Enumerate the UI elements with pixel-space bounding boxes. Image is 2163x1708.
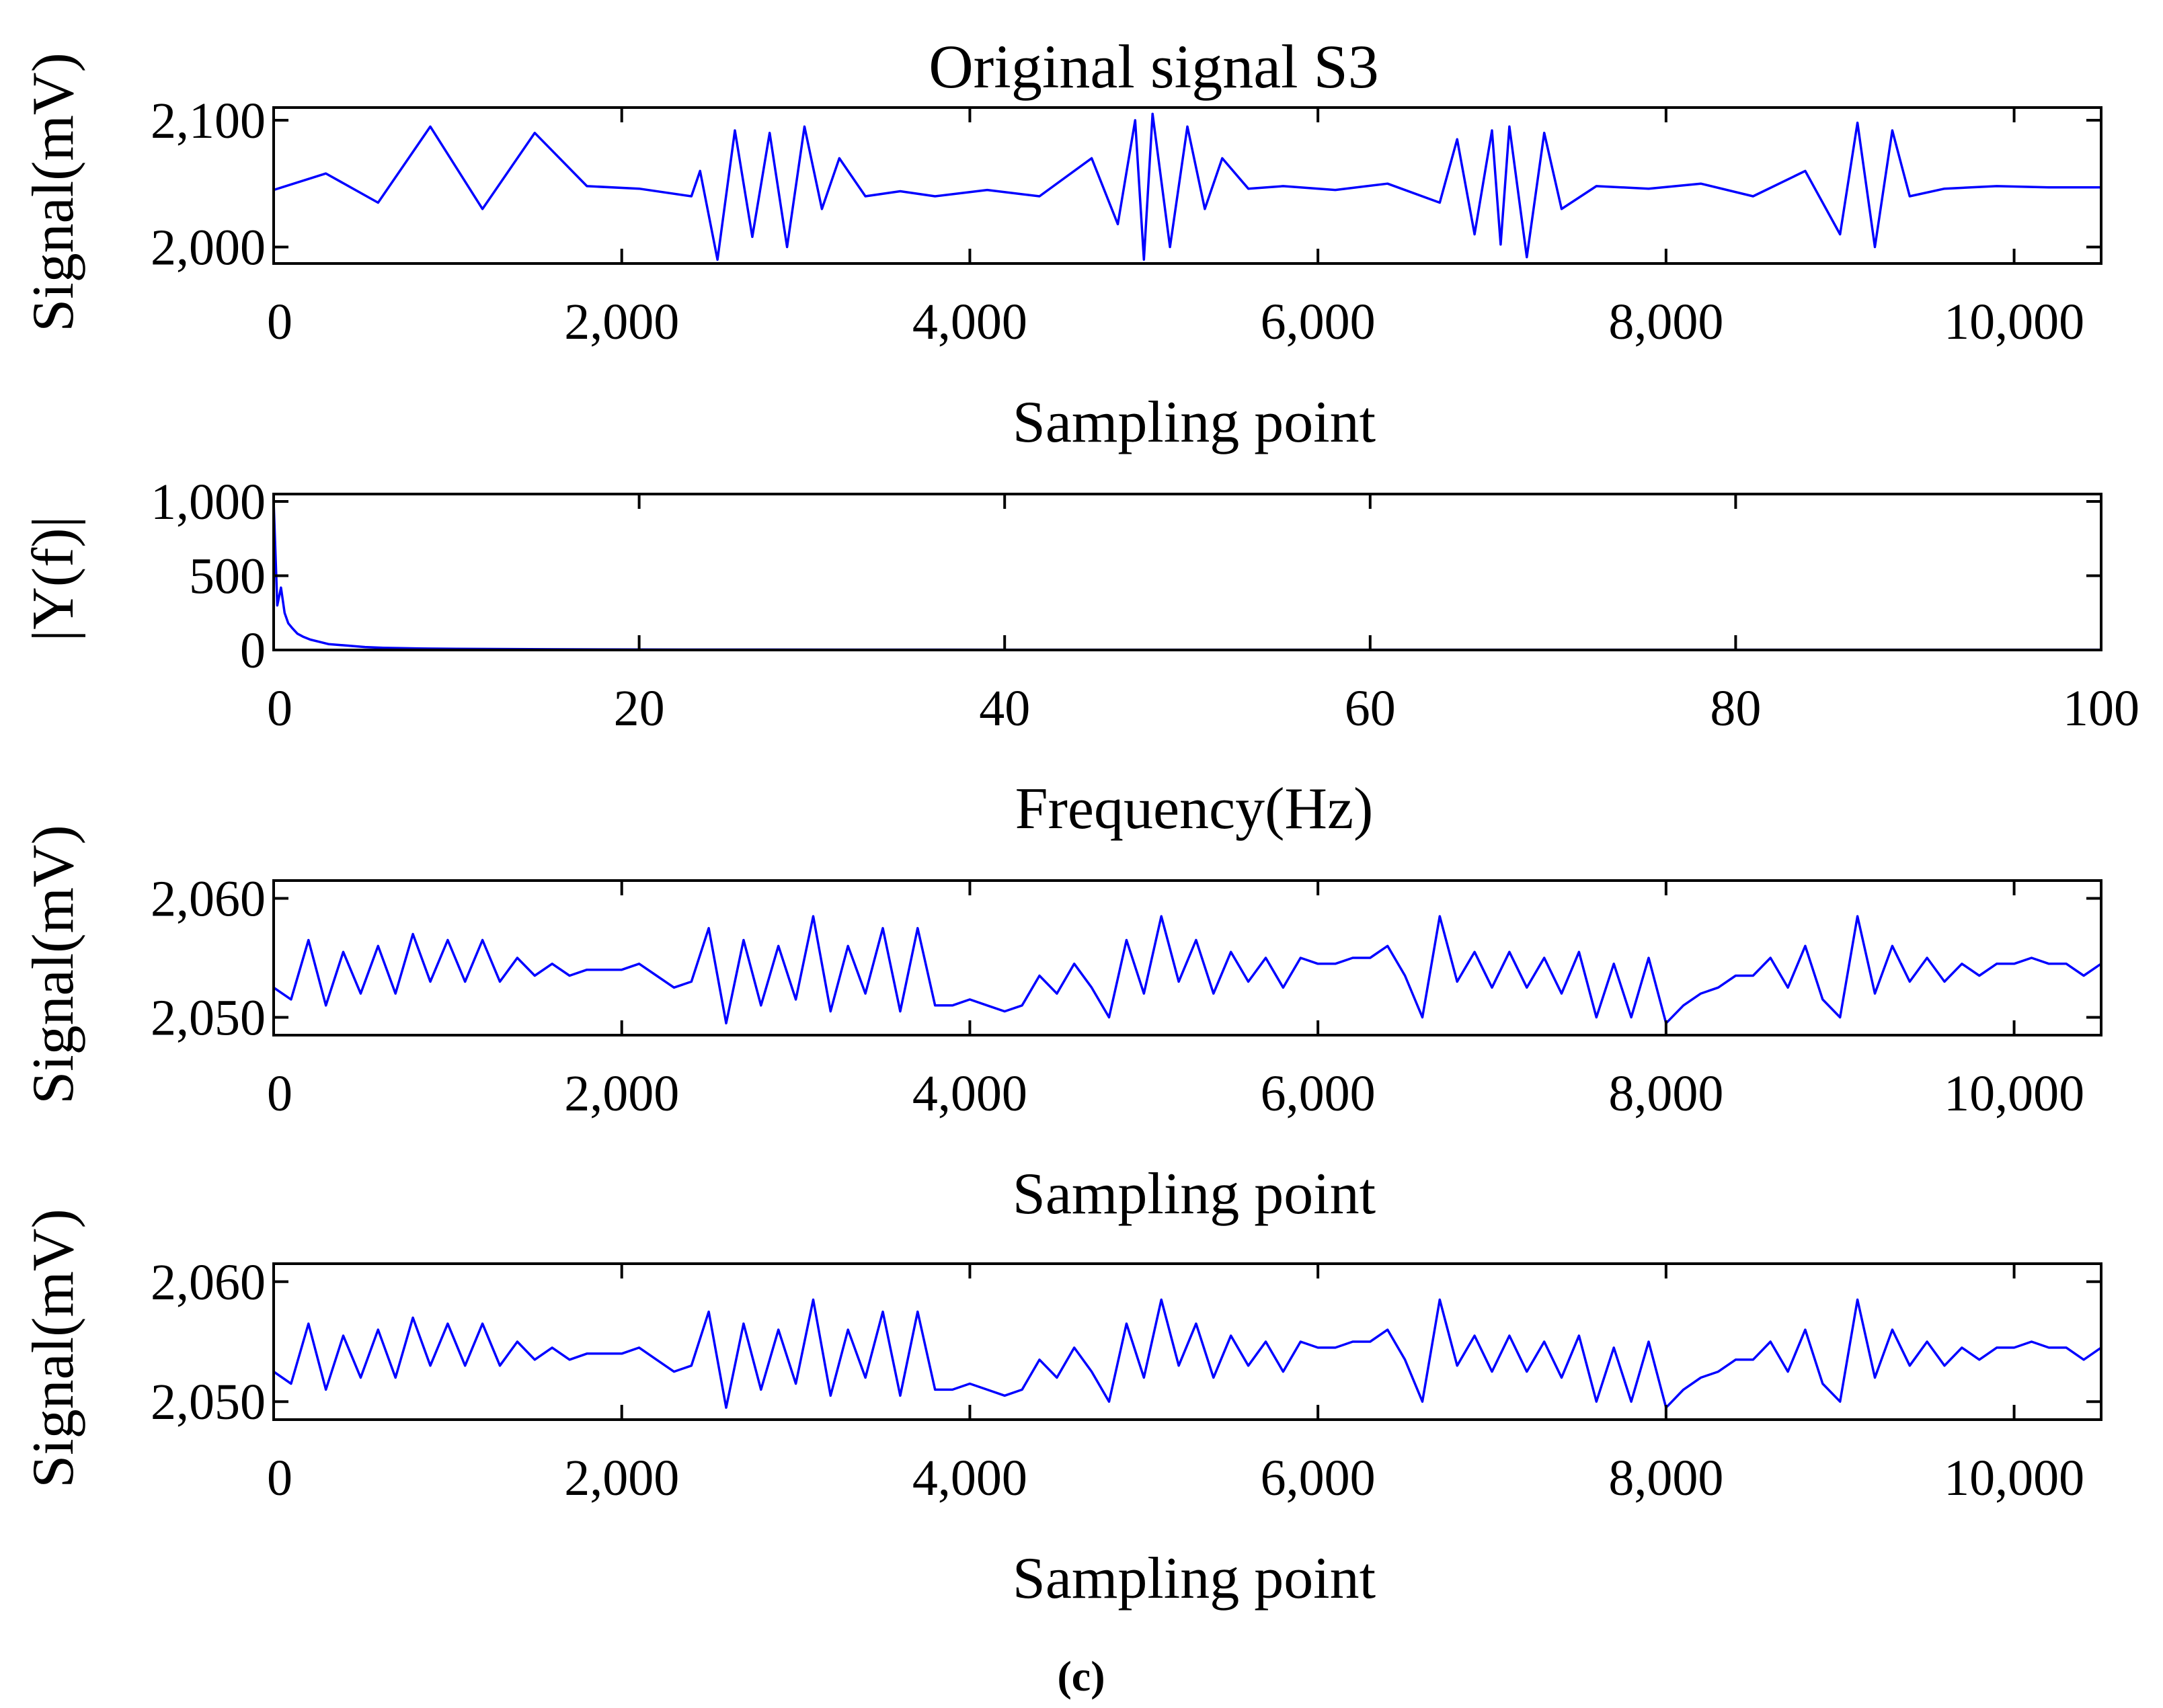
- y-tick-label: 2,000: [151, 219, 266, 276]
- y-axis-label: Signal(mV): [21, 1209, 86, 1488]
- series-line-1: [274, 1298, 2101, 1409]
- x-tick-label: 10,000: [1944, 1450, 2084, 1506]
- y-tick-label: 1,000: [151, 474, 266, 530]
- y-tick-label: 2,100: [151, 93, 266, 149]
- y-tick-label: 2,050: [151, 989, 266, 1046]
- plot-frame: [272, 106, 2102, 265]
- x-tick-label: 6,000: [1261, 1065, 1376, 1122]
- plot-frame: [272, 493, 2102, 651]
- plot-frame: [272, 1262, 2102, 1421]
- x-tick-label: 4,000: [912, 294, 1027, 350]
- chart-panel-2: 0 20 40 60 80 100 0 500 1,000 Frequency(Hz) |Y(f)|: [21, 474, 2139, 842]
- plot-frame: [272, 879, 2102, 1036]
- x-tick-label: 6,000: [1261, 1450, 1376, 1506]
- x-tick-label: 2,000: [564, 1065, 679, 1122]
- chart-title: Original signal S3: [929, 32, 1379, 101]
- x-tick-label: 80: [1710, 680, 1761, 737]
- y-tick-label: 0: [240, 622, 266, 679]
- x-tick-label: 0: [267, 680, 292, 737]
- x-axis-label: Frequency(Hz): [1015, 776, 1374, 842]
- x-tick-label: 0: [267, 1450, 292, 1506]
- x-tick-label: 100: [2063, 680, 2139, 737]
- series-line-1: [274, 501, 2101, 650]
- x-tick-label: 4,000: [912, 1450, 1027, 1506]
- y-tick-label: 2,060: [151, 1254, 266, 1311]
- x-tick-label: 2,000: [564, 294, 679, 350]
- x-tick-label: 0: [267, 294, 292, 350]
- x-tick-label: 8,000: [1608, 1065, 1723, 1122]
- y-tick-label: 2,050: [151, 1374, 266, 1430]
- y-axis-label: |Y(f)|: [21, 516, 86, 642]
- y-tick-label: 2,060: [151, 871, 266, 928]
- x-tick-label: 40: [979, 680, 1030, 737]
- y-tick-label: 500: [189, 548, 266, 605]
- x-tick-label: 10,000: [1944, 294, 2084, 350]
- x-tick-label: 8,000: [1608, 294, 1723, 350]
- y-axis-label: Signal(mV): [21, 52, 86, 332]
- x-tick-label: 2,000: [564, 1450, 679, 1506]
- series-line-1: [274, 915, 2101, 1025]
- x-tick-label: 20: [614, 680, 665, 737]
- x-tick-label: 6,000: [1261, 294, 1376, 350]
- chart-panel-4: 0 2,000 4,000 6,000 8,000 10,000 2,050 2,060 Sam…: [21, 1209, 2102, 1611]
- x-tick-label: 0: [267, 1065, 292, 1122]
- chart-panel-1: 0 2,000 4,000 6,000 8,000 10,0002,0002,100Sam…: [21, 32, 2102, 455]
- x-tick-label: 60: [1345, 680, 1396, 737]
- figure-caption: (c): [1057, 1652, 1105, 1700]
- series-line-1: [274, 112, 2101, 261]
- y-axis-label: Signal(mV): [21, 825, 86, 1104]
- x-axis-label: Sampling point: [1013, 390, 1376, 455]
- x-tick-label: 4,000: [912, 1065, 1027, 1122]
- x-axis-label: Sampling point: [1013, 1162, 1376, 1227]
- x-axis-label: Sampling point: [1013, 1546, 1376, 1611]
- x-tick-label: 10,000: [1944, 1065, 2084, 1122]
- x-tick-label: 8,000: [1608, 1450, 1723, 1506]
- chart-panel-3: 0 2,000 4,000 6,000 8,000 10,000 2,050 2,060 Sam…: [21, 825, 2102, 1227]
